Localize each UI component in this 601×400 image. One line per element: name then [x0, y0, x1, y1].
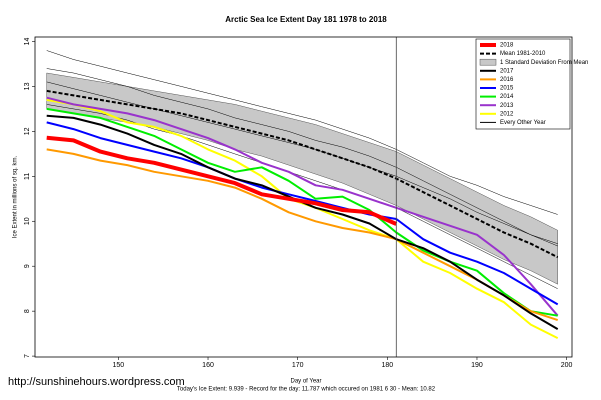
- legend-label: 2015: [500, 86, 514, 92]
- x-tick-label: 170: [292, 362, 304, 369]
- y-tick-label: 7: [24, 354, 31, 358]
- legend-label: 2018: [500, 43, 514, 49]
- chart-title: Arctic Sea Ice Extent Day 181 1978 to 20…: [225, 15, 387, 24]
- y-tick-label: 13: [24, 82, 31, 90]
- y-tick-label: 9: [24, 264, 31, 268]
- y-tick-label: 12: [24, 127, 31, 135]
- legend-label: 2016: [500, 77, 514, 83]
- series-line: [46, 135, 398, 226]
- x-tick-label: 160: [202, 362, 214, 369]
- legend-label: 2017: [500, 68, 514, 74]
- series-line: [46, 121, 559, 306]
- x-axis-label: Day of Year: [290, 379, 321, 385]
- series-line: [46, 96, 559, 317]
- plot-frame: [34, 36, 573, 358]
- series-line: [46, 98, 559, 339]
- y-tick-label: 14: [24, 37, 31, 45]
- x-tick-label: 180: [381, 362, 393, 369]
- legend-label: 2012: [500, 111, 514, 117]
- series-line: [46, 50, 558, 215]
- watermark: http://sunshinehours.wordpress.com: [8, 376, 185, 388]
- series-line: [46, 89, 559, 259]
- y-tick-label: 11: [24, 173, 31, 180]
- series-line: [46, 104, 558, 289]
- y-tick-label: 8: [24, 309, 31, 313]
- series-line: [46, 68, 558, 247]
- legend-label: Every Other Year: [500, 120, 546, 126]
- series-line: [46, 107, 558, 317]
- legend-label: 2013: [500, 103, 514, 109]
- legend-label: 1 Standard Deviation From Mean: [500, 60, 588, 66]
- legend-swatch: [479, 58, 497, 66]
- footer: Today's Ice Extent: 9.939 - Record for t…: [177, 387, 436, 393]
- legend-label: Mean 1981-2010: [500, 51, 546, 57]
- legend-label: 2014: [500, 94, 514, 100]
- x-tick-label: 150: [113, 362, 125, 369]
- x-tick-label: 190: [471, 362, 483, 369]
- y-axis-label: Ice Extent in millions of sq. km.: [13, 155, 19, 238]
- y-tick-label: 10: [24, 217, 31, 225]
- series-line: [46, 81, 558, 244]
- x-tick-label: 200: [561, 362, 573, 369]
